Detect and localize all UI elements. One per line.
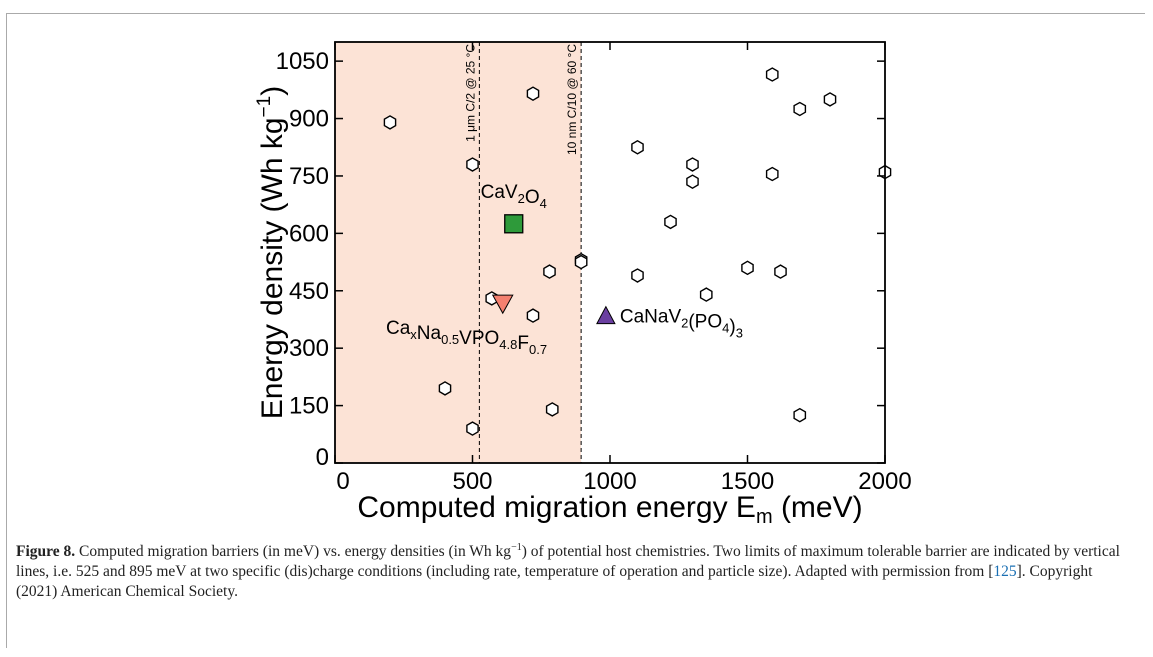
caption-label: Figure 8. — [16, 543, 76, 561]
x-tick-label: 1500 — [721, 468, 774, 495]
y-tick-label: 150 — [289, 393, 329, 420]
data-point-hexagon — [686, 174, 699, 190]
data-point-hexagon — [686, 157, 699, 172]
data-point-hexagon — [466, 157, 479, 172]
y-tick-label: 750 — [289, 163, 329, 190]
data-point-hexagon — [793, 407, 807, 423]
caption-text-1: Computed migration barriers (in meV) vs.… — [75, 543, 512, 561]
x-tick-label: 0 — [336, 468, 349, 495]
data-point-hexagon — [823, 92, 837, 107]
shaded-region — [335, 42, 582, 463]
data-point-hexagon — [383, 115, 397, 130]
data-point-hexagon — [774, 264, 787, 279]
scatter-chart: 1 μm C/2 @ 25 °C 10 nm C/10 @ 60 °C CaV2O… — [254, 41, 912, 528]
data-point-cav2o4 — [504, 214, 524, 234]
data-point-hexagon — [664, 214, 677, 230]
caption-text-3: ]. Copyright (2021) American Chemical So… — [16, 563, 1093, 601]
y-tick-label: 300 — [289, 335, 329, 362]
data-point-hexagon — [438, 381, 452, 396]
data-point-hexagon — [793, 101, 807, 117]
data-point-hexagon — [741, 260, 754, 276]
data-point-hexagon — [765, 166, 779, 182]
x-tick-label: 500 — [452, 468, 492, 495]
data-point-hexagon — [526, 86, 540, 102]
y-tick-label: 0 — [316, 444, 329, 471]
data-point-hexagon — [526, 308, 540, 323]
caption-reference-link[interactable]: 125 — [993, 563, 1017, 581]
y-tick-label: 600 — [289, 220, 329, 247]
data-point-hexagon — [765, 67, 779, 82]
x-tick-label: 1000 — [583, 468, 636, 495]
annotation-cav2o4: CaV2O4 — [481, 182, 547, 211]
y-tick-label: 450 — [289, 278, 329, 305]
data-point-hexagon — [543, 264, 556, 279]
data-point-hexagon — [545, 402, 559, 417]
figure-frame — [6, 13, 1145, 648]
data-point-hexagon — [631, 268, 644, 283]
x-axis-label: Computed migration energy Em (meV) — [357, 491, 862, 528]
limit-line-label: 1 μm C/2 @ 25 °C — [463, 44, 477, 142]
annotation-canav2po43: CaNaV2(PO4)3 — [620, 307, 743, 341]
data-point-canav2po43 — [596, 305, 616, 325]
y-tick-label: 1050 — [276, 48, 329, 75]
data-point-hexagon — [631, 139, 644, 155]
caption-sup: −1 — [511, 542, 522, 553]
data-point-hexagon — [574, 254, 588, 270]
data-point-hexagon — [699, 287, 713, 302]
data-point-hexagon — [466, 421, 479, 436]
caption-text-2: ) of potential host chemistries. Two lim… — [16, 543, 1120, 581]
limit-line-label: 10 nm C/10 @ 60 °C — [565, 44, 579, 155]
x-tick-label: 2000 — [858, 468, 911, 495]
data-point-canavpof — [491, 294, 514, 315]
y-tick-label: 900 — [289, 106, 329, 133]
figure-caption: Figure 8. Computed migration barriers (i… — [16, 538, 1136, 602]
annotation-canavpof: CaxNa0.5VPO4.8F0.7 — [386, 318, 547, 357]
y-axis-label: Energy density (Wh kg−1) — [254, 86, 289, 419]
